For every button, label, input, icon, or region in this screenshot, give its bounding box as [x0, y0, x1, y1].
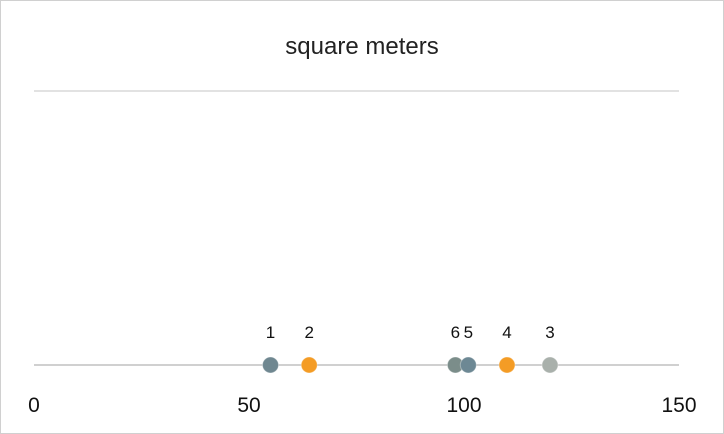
- data-point-4: [498, 356, 516, 374]
- point-label-2: 2: [304, 323, 313, 342]
- chart-title: square meters: [285, 33, 438, 60]
- point-label-3: 3: [545, 323, 554, 342]
- data-point-1: [262, 356, 279, 374]
- point-label-1: 1: [266, 323, 275, 342]
- data-points: [262, 356, 559, 374]
- data-point-2: [300, 356, 318, 374]
- x-axis-ticks: 0 50 100 150: [28, 394, 696, 417]
- x-tick-label-150: 150: [661, 394, 696, 417]
- data-point-5: [459, 356, 477, 374]
- x-tick-label-50: 50: [237, 394, 260, 417]
- x-tick-label-100: 100: [446, 394, 481, 417]
- x-tick-label-0: 0: [28, 394, 40, 417]
- point-label-5: 5: [464, 323, 473, 342]
- point-label-4: 4: [502, 323, 511, 342]
- point-label-6: 6: [451, 323, 460, 342]
- data-point-3: [541, 356, 559, 374]
